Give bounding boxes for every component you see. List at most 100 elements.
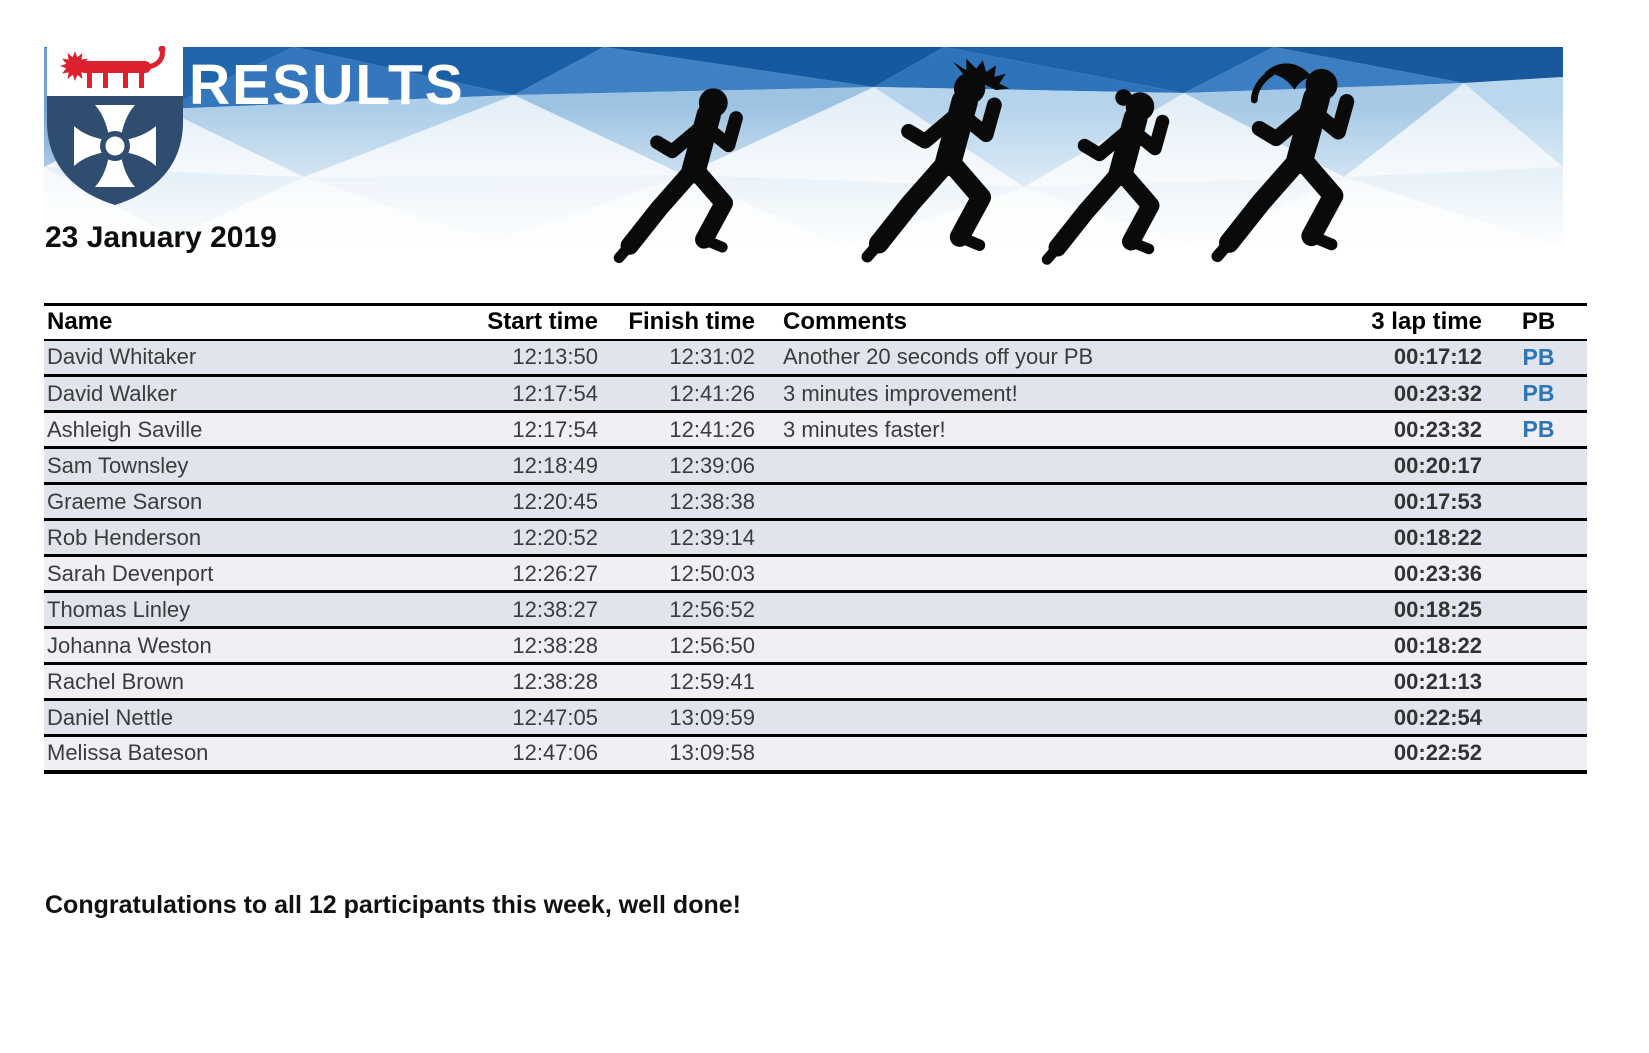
finish-time-cell: 12:56:52 bbox=[608, 590, 765, 628]
comment-cell bbox=[765, 734, 1360, 772]
banner-background bbox=[44, 47, 1563, 283]
start-time-cell: 12:26:27 bbox=[484, 554, 608, 592]
table-row: Daniel Nettle 12:47:05 13:09:59 00:22:54 bbox=[44, 698, 1587, 736]
lap-time-cell: 00:17:53 bbox=[1360, 482, 1490, 520]
pb-badge bbox=[1490, 662, 1587, 700]
table-header-row: Name Start time Finish time Comments 3 l… bbox=[44, 304, 1587, 341]
finish-time-cell: 13:09:59 bbox=[608, 698, 765, 736]
finish-time-cell: 12:39:06 bbox=[608, 446, 765, 484]
comment-cell bbox=[765, 590, 1360, 628]
runner-name-cell: Sarah Devenport bbox=[44, 554, 484, 592]
start-time-cell: 12:47:06 bbox=[484, 734, 608, 772]
lap-time-cell: 00:18:22 bbox=[1360, 626, 1490, 664]
runner-name-cell: David Walker bbox=[44, 374, 484, 412]
finish-time-cell: 12:39:14 bbox=[608, 518, 765, 556]
runner-name-cell: Daniel Nettle bbox=[44, 698, 484, 736]
comment-cell bbox=[765, 626, 1360, 664]
runner-silhouette-icon bbox=[1217, 63, 1346, 256]
table-row: Melissa Bateson 12:47:06 13:09:58 00:22:… bbox=[44, 734, 1587, 772]
start-time-cell: 12:17:54 bbox=[484, 374, 608, 412]
comment-cell: Another 20 seconds off your PB bbox=[765, 339, 1360, 376]
start-time-cell: 12:38:28 bbox=[484, 662, 608, 700]
start-time-cell: 12:38:27 bbox=[484, 590, 608, 628]
runner-name-cell: Thomas Linley bbox=[44, 590, 484, 628]
table-row: Sam Townsley 12:18:49 12:39:06 00:20:17 bbox=[44, 446, 1587, 484]
column-header-name: Name bbox=[44, 304, 484, 341]
lap-time-cell: 00:18:25 bbox=[1360, 590, 1490, 628]
column-header-comments: Comments bbox=[765, 304, 1360, 341]
finish-time-cell: 12:31:02 bbox=[608, 339, 765, 376]
banner-image bbox=[44, 47, 1563, 283]
table-row: Rob Henderson 12:20:52 12:39:14 00:18:22 bbox=[44, 518, 1587, 556]
pb-badge: PB bbox=[1490, 410, 1587, 448]
column-header-lap-time: 3 lap time bbox=[1360, 304, 1490, 341]
table-row: Rachel Brown 12:38:28 12:59:41 00:21:13 bbox=[44, 662, 1587, 700]
runner-name-cell: Graeme Sarson bbox=[44, 482, 484, 520]
pb-badge bbox=[1490, 482, 1587, 520]
start-time-cell: 12:38:28 bbox=[484, 626, 608, 664]
start-time-cell: 12:20:45 bbox=[484, 482, 608, 520]
comment-cell bbox=[765, 554, 1360, 592]
lap-time-cell: 00:23:36 bbox=[1360, 554, 1490, 592]
comment-cell bbox=[765, 482, 1360, 520]
start-time-cell: 12:47:05 bbox=[484, 698, 608, 736]
runner-name-cell: Rob Henderson bbox=[44, 518, 484, 556]
finish-time-cell: 13:09:58 bbox=[608, 734, 765, 772]
congratulations-message: Congratulations to all 12 participants t… bbox=[45, 891, 741, 919]
table-row: Thomas Linley 12:38:27 12:56:52 00:18:25 bbox=[44, 590, 1587, 628]
page-title: RESULTS bbox=[189, 53, 465, 117]
lap-time-cell: 00:17:12 bbox=[1360, 339, 1490, 376]
comment-cell: 3 minutes improvement! bbox=[765, 374, 1360, 412]
lap-time-cell: 00:21:13 bbox=[1360, 662, 1490, 700]
pb-badge bbox=[1490, 518, 1587, 556]
lap-time-cell: 00:23:32 bbox=[1360, 374, 1490, 412]
event-date: 23 January 2019 bbox=[45, 221, 277, 254]
lap-time-cell: 00:22:52 bbox=[1360, 734, 1490, 772]
start-time-cell: 12:17:54 bbox=[484, 410, 608, 448]
runner-name-cell: Johanna Weston bbox=[44, 626, 484, 664]
pb-badge bbox=[1490, 446, 1587, 484]
pb-badge bbox=[1490, 734, 1587, 772]
table-row: Graeme Sarson 12:20:45 12:38:38 00:17:53 bbox=[44, 482, 1587, 520]
table-row: Johanna Weston 12:38:28 12:56:50 00:18:2… bbox=[44, 626, 1587, 664]
comment-cell: 3 minutes faster! bbox=[765, 410, 1360, 448]
start-time-cell: 12:18:49 bbox=[484, 446, 608, 484]
comment-cell bbox=[765, 518, 1360, 556]
runner-silhouette-icon bbox=[867, 58, 1010, 257]
pb-badge bbox=[1490, 698, 1587, 736]
comment-cell bbox=[765, 698, 1360, 736]
column-header-start-time: Start time bbox=[484, 304, 608, 341]
runner-name-cell: Rachel Brown bbox=[44, 662, 484, 700]
lion-icon bbox=[60, 46, 166, 88]
pb-badge: PB bbox=[1490, 339, 1587, 376]
table-row: Sarah Devenport 12:26:27 12:50:03 00:23:… bbox=[44, 554, 1587, 592]
lap-time-cell: 00:20:17 bbox=[1360, 446, 1490, 484]
finish-time-cell: 12:56:50 bbox=[608, 626, 765, 664]
finish-time-cell: 12:41:26 bbox=[608, 374, 765, 412]
results-table: Name Start time Finish time Comments 3 l… bbox=[44, 303, 1587, 774]
finish-time-cell: 12:50:03 bbox=[608, 554, 765, 592]
pb-badge bbox=[1490, 590, 1587, 628]
pb-badge bbox=[1490, 554, 1587, 592]
comment-cell bbox=[765, 662, 1360, 700]
table-row: David Walker 12:17:54 12:41:26 3 minutes… bbox=[44, 374, 1587, 412]
runner-name-cell: Ashleigh Saville bbox=[44, 410, 484, 448]
lap-time-cell: 00:23:32 bbox=[1360, 410, 1490, 448]
start-time-cell: 12:13:50 bbox=[484, 339, 608, 376]
start-time-cell: 12:20:52 bbox=[484, 518, 608, 556]
finish-time-cell: 12:59:41 bbox=[608, 662, 765, 700]
column-header-pb: PB bbox=[1490, 304, 1587, 341]
runner-name-cell: David Whitaker bbox=[44, 339, 484, 376]
pb-badge: PB bbox=[1490, 374, 1587, 412]
shield-icon bbox=[47, 46, 183, 205]
university-crest-logo bbox=[45, 44, 185, 207]
lap-time-cell: 00:18:22 bbox=[1360, 518, 1490, 556]
runner-name-cell: Sam Townsley bbox=[44, 446, 484, 484]
runner-silhouette-icon bbox=[1047, 89, 1163, 259]
pb-badge bbox=[1490, 626, 1587, 664]
comment-cell bbox=[765, 446, 1360, 484]
finish-time-cell: 12:38:38 bbox=[608, 482, 765, 520]
table-row: David Whitaker 12:13:50 12:31:02 Another… bbox=[44, 339, 1587, 376]
table-row: Ashleigh Saville 12:17:54 12:41:26 3 min… bbox=[44, 410, 1587, 448]
